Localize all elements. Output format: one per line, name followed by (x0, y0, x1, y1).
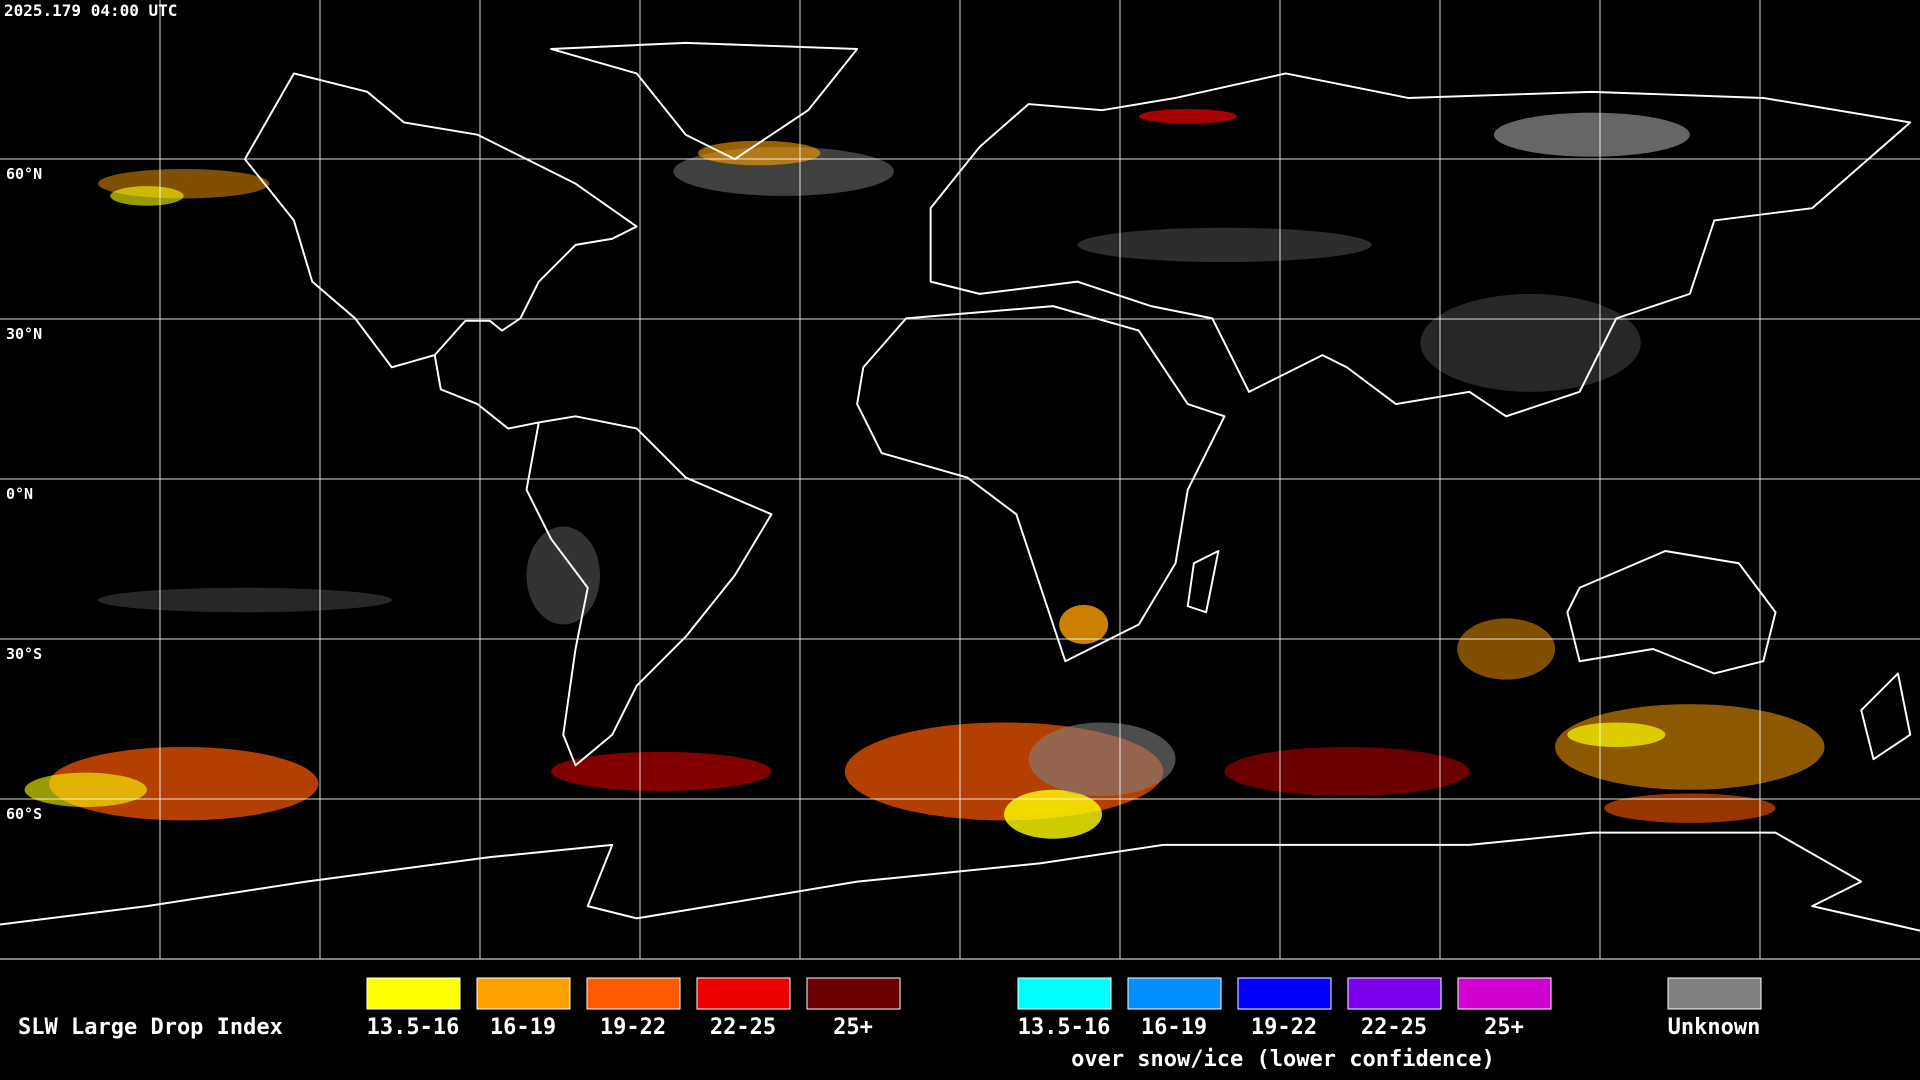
coastline (1186, 550, 1220, 614)
legend-swatch (1237, 977, 1332, 1010)
latitude-label: 30°S (6, 645, 42, 663)
legend-swatch (1457, 977, 1552, 1010)
snow-caption: over snow/ice (lower confidence) (1071, 1047, 1495, 1072)
coastlines (0, 41, 1920, 932)
legend-panel (0, 960, 1920, 1080)
slw-cloud (1457, 618, 1556, 680)
latitude-label: 60°S (6, 805, 42, 823)
slw-cloud (1224, 746, 1470, 796)
legend-label: 25+ (1484, 1015, 1524, 1040)
slw-cloud (1059, 604, 1109, 645)
latitude-label: 0°N (6, 485, 33, 503)
legend-swatch (1667, 977, 1762, 1010)
slw-cloud (1604, 793, 1776, 823)
unknown-cloud (1028, 722, 1176, 796)
legend-label: 16-19 (1141, 1015, 1207, 1040)
coastline (243, 72, 638, 369)
legend-label: 25+ (833, 1015, 873, 1040)
legend-swatch (1347, 977, 1442, 1010)
legend-label: 13.5-16 (367, 1015, 460, 1040)
legend-label: 22-25 (1361, 1015, 1427, 1040)
legend-swatch (476, 977, 571, 1010)
unknown-cloud (1493, 112, 1690, 157)
coastline (1566, 550, 1777, 675)
timestamp: 2025.179 04:00 UTC (4, 1, 177, 20)
legend-swatch (366, 977, 461, 1010)
coastline (0, 831, 1920, 932)
legend-label: 16-19 (490, 1015, 556, 1040)
unknown-cloud (1420, 293, 1641, 392)
legend-label: 19-22 (1251, 1015, 1317, 1040)
legend-label: 19-22 (600, 1015, 666, 1040)
slw-cloud (1004, 789, 1103, 839)
slw-cloud (110, 186, 184, 206)
latitude-label: 30°N (6, 325, 42, 343)
slw-cloud (24, 772, 147, 807)
legend-swatch (696, 977, 791, 1010)
unknown-cloud (1077, 227, 1372, 263)
cloud-fields (24, 108, 1825, 839)
legend-title: SLW Large Drop Index (18, 1015, 283, 1040)
coastline (550, 41, 859, 161)
unknown-cloud (97, 587, 392, 613)
slw-cloud (1567, 722, 1666, 747)
legend-swatch (1127, 977, 1222, 1010)
legend-swatch (586, 977, 681, 1010)
slw-cloud (1138, 108, 1237, 124)
graticule (0, 0, 1920, 959)
legend-label: 13.5-16 (1018, 1015, 1111, 1040)
legend-label: 22-25 (710, 1015, 776, 1040)
coastline (856, 305, 1226, 663)
coastline (1860, 672, 1912, 761)
legend-swatch (806, 977, 901, 1010)
slw-cloud (1555, 704, 1825, 790)
slw-cloud (697, 140, 821, 166)
legend-swatch (1017, 977, 1112, 1010)
unknown-cloud (526, 526, 601, 625)
legend-label: Unknown (1668, 1015, 1761, 1040)
latitude-label: 60°N (6, 165, 42, 183)
slw-cloud (551, 751, 772, 792)
coastline (929, 72, 1912, 418)
map-layer (0, 41, 1920, 932)
coastline (433, 354, 773, 767)
